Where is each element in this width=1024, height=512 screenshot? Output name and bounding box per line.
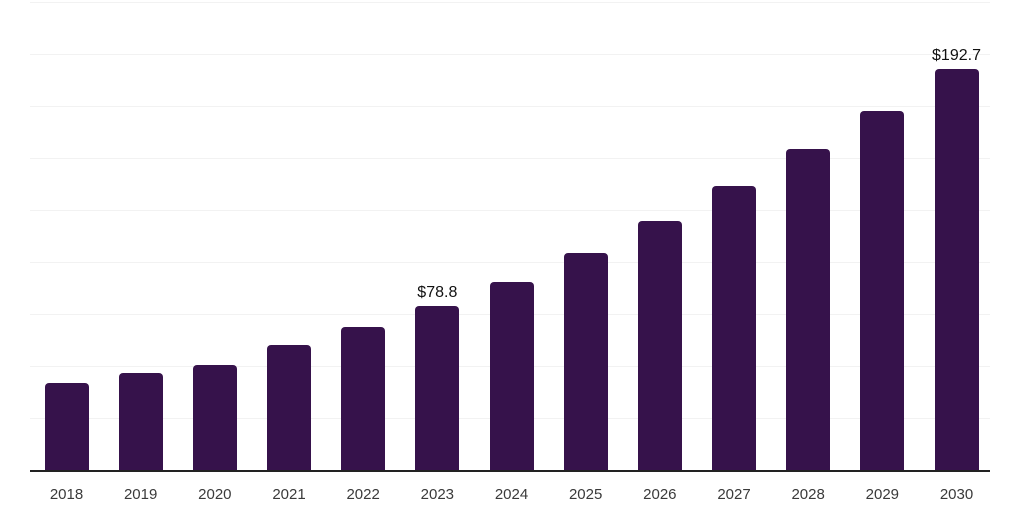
- bar-2025: [563, 253, 608, 470]
- bar-2027: [712, 186, 756, 470]
- bar-2026: [637, 221, 682, 470]
- x-tick-label: 2026: [643, 486, 677, 503]
- x-tick-label: 2028: [791, 486, 825, 503]
- gridline: [30, 158, 990, 159]
- x-tick-label: 2018: [49, 486, 84, 503]
- bar-2024: [489, 281, 534, 470]
- data-label-2030: $192.7: [932, 47, 981, 65]
- bar-2021: [267, 344, 311, 470]
- x-tick-label: 2021: [272, 486, 306, 503]
- bar-2030: [934, 69, 979, 470]
- bar-2022: [341, 326, 386, 470]
- gridline: [30, 210, 990, 211]
- x-tick-label: 2022: [346, 486, 380, 503]
- data-label-2023: $78.8: [417, 284, 458, 302]
- bar-2028: [786, 149, 831, 470]
- gridline: [30, 262, 990, 263]
- bar-2020: [192, 364, 237, 470]
- x-tick-label: 2023: [420, 486, 455, 503]
- gridline: [30, 2, 990, 3]
- x-tick-label: 2025: [568, 486, 603, 503]
- gridline: [30, 106, 990, 107]
- x-tick-label: 2027: [717, 486, 751, 503]
- x-axis-line: [30, 470, 990, 472]
- x-tick-label: 2019: [123, 486, 158, 503]
- gridline: [30, 54, 990, 55]
- bar-2019: [118, 373, 163, 470]
- bar-2018: [44, 383, 89, 470]
- x-tick-label: 2029: [865, 486, 900, 503]
- bar-2023: [415, 306, 460, 470]
- bar-2029: [860, 110, 905, 470]
- x-tick-label: 2024: [494, 486, 529, 503]
- x-tick-label: 2030: [939, 486, 974, 503]
- x-tick-label: 2020: [198, 486, 232, 503]
